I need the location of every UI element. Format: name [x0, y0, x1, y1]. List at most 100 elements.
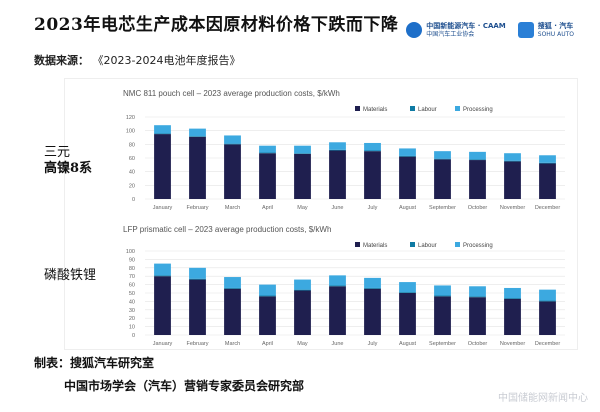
lfp-bar-materials	[224, 288, 241, 335]
nmc-bar-processing	[539, 155, 556, 163]
lfp-bar-processing	[504, 287, 521, 299]
lfp-bar-labour	[189, 278, 206, 280]
nmc-bar-materials	[364, 151, 381, 199]
lfp-bar-processing	[259, 284, 276, 296]
nmc-bar-materials	[294, 153, 311, 199]
lfp-y-tick: 10	[129, 325, 135, 331]
nmc-legend-label: Materials	[363, 107, 387, 113]
nmc-bar-processing	[294, 145, 311, 154]
nmc-y-tick: 80	[129, 142, 135, 148]
source-label: 数据来源：	[34, 54, 89, 67]
nmc-x-tick: May	[297, 205, 308, 211]
lfp-bar-labour	[434, 295, 451, 297]
lfp-y-tick: 50	[129, 291, 135, 297]
nmc-bar-labour	[469, 159, 486, 161]
nmc-bar-labour	[504, 160, 521, 162]
footer-org: 中国市场学会（汽车）营销专家委员会研究部	[64, 379, 305, 393]
nmc-x-tick: September	[429, 205, 456, 211]
nmc-bar-materials	[154, 134, 171, 199]
lfp-bar-labour	[504, 298, 521, 299]
lfp-bar-processing	[294, 279, 311, 290]
lfp-bar-labour	[469, 296, 486, 298]
side-label-nmc-line: 高镍8系	[44, 161, 93, 177]
nmc-bar-materials	[504, 161, 521, 199]
nmc-legend-label: Processing	[463, 107, 493, 113]
footer: 制表：搜狐汽车研究室 中国市场学会（汽车）营销专家委员会研究部	[34, 354, 304, 394]
lfp-bar-processing	[364, 277, 381, 288]
logo-sohu-name: 搜狐 · 汽车	[537, 22, 574, 31]
nmc-bar-labour	[364, 150, 381, 152]
side-label-lfp: 磷酸铁锂	[44, 268, 97, 283]
nmc-x-tick: June	[332, 205, 344, 211]
page-title: 2023年电芯生产成本因原材料价格下跌而下降	[34, 15, 399, 35]
nmc-y-tick: 0	[132, 197, 135, 203]
watermark: 中国储能网新闻中心	[498, 393, 588, 404]
lfp-y-tick: 0	[132, 333, 135, 339]
side-label-nmc-line: 三元	[44, 145, 71, 160]
lfp-x-tick: October	[468, 341, 488, 347]
lfp-bar-labour	[329, 285, 346, 287]
chart-panel: NMC 811 pouch cell – 2023 average produc…	[64, 78, 578, 350]
lfp-bar-materials	[329, 286, 346, 335]
lfp-bar-materials	[469, 297, 486, 335]
nmc-bar-processing	[504, 153, 521, 161]
lfp-bar-processing	[189, 267, 206, 279]
lfp-y-tick: 20	[129, 316, 135, 322]
lfp-bar-labour	[399, 292, 416, 293]
lfp-bar-processing	[154, 263, 171, 276]
nmc-x-tick: November	[500, 205, 526, 211]
nmc-bar-processing	[434, 151, 451, 159]
data-source: 数据来源： 《2023-2024电池年度报告》	[34, 52, 240, 68]
lfp-bar-labour	[224, 287, 241, 289]
nmc-bar-materials	[189, 136, 206, 199]
footer-label: 制表：	[34, 356, 71, 370]
lfp-bar-materials	[434, 296, 451, 335]
lfp-x-tick: February	[186, 341, 208, 347]
nmc-bar-labour	[154, 133, 171, 135]
nmc-bar-labour	[259, 152, 276, 154]
logo-sohu-sub: SOHU AUTO	[537, 30, 574, 38]
lfp-x-tick: December	[535, 341, 561, 347]
nmc-bar-labour	[434, 158, 451, 160]
nmc-bar-processing	[189, 128, 206, 137]
lfp-bar-materials	[504, 298, 521, 335]
lfp-bar-processing	[399, 282, 416, 293]
nmc-bar-materials	[434, 159, 451, 199]
nmc-y-tick: 40	[129, 170, 135, 176]
nmc-bar-processing	[154, 125, 171, 134]
logo-caam-name: 中国新能源汽车 · CAAM	[426, 22, 506, 31]
lfp-chart-title: LFP prismatic cell – 2023 average produc…	[123, 225, 331, 234]
nmc-x-tick: December	[535, 205, 561, 211]
lfp-x-tick: April	[262, 341, 273, 347]
lfp-bar-materials	[259, 296, 276, 335]
nmc-bar-labour	[224, 143, 241, 145]
lfp-legend-swatch	[410, 242, 415, 247]
nmc-bar-processing	[469, 151, 486, 160]
lfp-y-tick: 30	[129, 308, 135, 314]
nmc-bar-materials	[399, 156, 416, 199]
nmc-x-tick: August	[399, 205, 417, 211]
nmc-bar-labour	[539, 162, 556, 164]
lfp-y-tick: 80	[129, 266, 135, 272]
lfp-x-tick: March	[225, 341, 240, 347]
nmc-x-tick: October	[468, 205, 488, 211]
nmc-bar-processing	[364, 142, 381, 151]
lfp-legend-label: Labour	[418, 243, 437, 249]
lfp-x-tick: August	[399, 341, 417, 347]
lfp-y-tick: 70	[129, 274, 135, 280]
lfp-y-tick: 40	[129, 299, 135, 305]
lfp-legend-swatch	[455, 242, 460, 247]
lfp-bar-processing	[329, 275, 346, 286]
nmc-x-tick: July	[368, 205, 378, 211]
logo-caam-sub: 中国汽车工业协会	[426, 30, 475, 38]
lfp-bar-materials	[399, 293, 416, 335]
logo-caam: 中国新能源汽车 · CAAM 中国汽车工业协会	[406, 22, 506, 38]
lfp-bar-labour	[259, 295, 276, 297]
lfp-y-tick: 100	[126, 249, 135, 255]
nmc-legend-label: Labour	[418, 107, 437, 113]
lfp-bar-processing	[469, 286, 486, 297]
nmc-x-tick: March	[225, 205, 240, 211]
lfp-x-tick: September	[429, 341, 456, 347]
lfp-bar-processing	[539, 289, 556, 301]
footer-maker: 搜狐汽车研究室	[70, 356, 155, 370]
